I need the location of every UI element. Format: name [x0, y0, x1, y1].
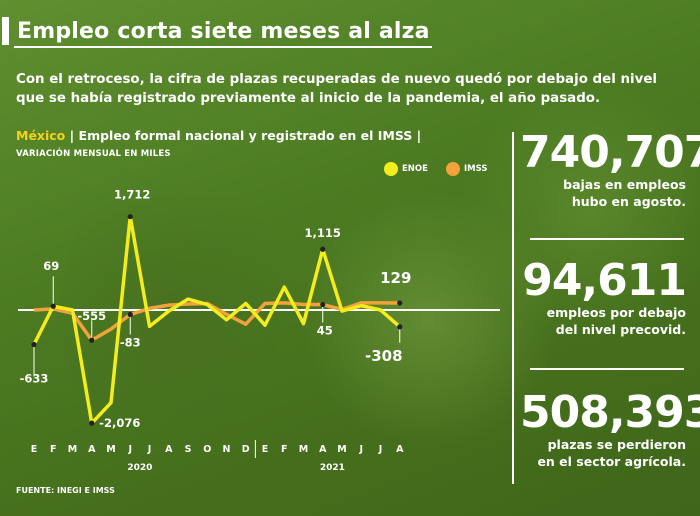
data-label: 129 [380, 269, 411, 287]
x-tick-label: E [31, 444, 38, 455]
data-point-marker [50, 303, 56, 309]
data-point-marker [397, 300, 403, 306]
legend-swatch-enoe [384, 162, 398, 176]
stats-divider-vertical [512, 132, 514, 484]
data-label: -2,076 [99, 416, 140, 430]
x-tick-label: J [127, 444, 132, 455]
stat-text-line: bajas en empleos [563, 177, 686, 192]
x-tick-label: S [185, 444, 192, 455]
title-underline [14, 46, 432, 48]
series-line-imss [33, 301, 400, 342]
legend-swatch-imss [446, 162, 460, 176]
data-point-marker [320, 246, 326, 252]
data-label: 69 [43, 259, 59, 273]
x-tick-label: M [106, 444, 115, 455]
x-tick-label: M [299, 444, 308, 455]
x-tick-label: A [396, 444, 404, 455]
country-label: México [16, 128, 66, 143]
stat-block-agricola: 508,393 plazas se perdieron en el sector… [520, 387, 700, 470]
x-tick-label: J [358, 444, 363, 455]
x-tick-label: J [378, 444, 383, 455]
data-label: 1,712 [114, 188, 150, 202]
data-label: 45 [317, 324, 333, 338]
units-label: VARIACIÓN MENSUAL EN MILES [16, 149, 171, 159]
x-tick-label: O [203, 444, 211, 455]
source-note: FUENTE: INEGI E IMSS [16, 486, 115, 495]
x-tick-label: M [68, 444, 77, 455]
stat-text-line: plazas se perdieron [547, 437, 686, 452]
data-label: -555 [77, 309, 106, 323]
subtitle-description: | Empleo formal nacional y registrado en… [65, 128, 422, 143]
stat-text-line: hubo en agosto. [571, 194, 686, 209]
stat-block-precovid: 94,611 empleos por debajo del nivel prec… [520, 255, 687, 338]
legend-item-enoe: ENOE [384, 162, 428, 176]
x-tick-label: D [242, 444, 250, 455]
stats-divider [530, 368, 684, 370]
page-title: Empleo corta siete meses al alza [17, 18, 430, 44]
stat-text-line: del nivel precovid. [555, 322, 686, 337]
stat-value: 94,611 [522, 255, 687, 306]
x-tick-label: F [50, 444, 57, 455]
stat-value: 740,707 [520, 127, 700, 178]
data-point-marker [127, 311, 133, 318]
data-point-marker [89, 337, 95, 343]
data-label: -633 [20, 371, 49, 385]
x-tick-label: F [281, 444, 288, 455]
stats-divider [530, 238, 684, 240]
line-chart: -633 69 -555 -2,076 1,712 -83 1,115 45 129 -308 E F… [20, 188, 411, 473]
stat-block-bajas: 740,707 bajas en empleos hubo en agosto. [520, 127, 700, 210]
data-label: -83 [120, 336, 141, 350]
legend-item-imss: IMSS [446, 162, 487, 176]
series-line-enoe [32, 214, 401, 425]
stat-text-line: en el sector agrícola. [537, 454, 686, 469]
x-tick-label: E [262, 444, 269, 455]
data-point-marker [320, 301, 326, 308]
chart-subtitle: México | Empleo formal nacional y regist… [16, 128, 421, 143]
x-tick-label: A [165, 444, 173, 455]
stat-text-line: empleos por debajo [546, 305, 686, 320]
title-accent-bar [2, 17, 9, 45]
legend-label-imss: IMSS [464, 164, 488, 174]
legend-label-enoe: ENOE [402, 164, 428, 174]
x-tick-label: A [319, 444, 327, 455]
x-tick-label: N [223, 444, 231, 455]
data-point-marker [397, 324, 403, 330]
lead-paragraph: Con el retroceso, la cifra de plazas rec… [16, 72, 657, 106]
year-label: 2021 [320, 463, 345, 473]
data-label: -308 [365, 347, 403, 365]
x-tick-label: A [88, 444, 96, 455]
data-point-marker [89, 420, 95, 426]
data-point-marker [127, 214, 133, 220]
data-point-marker [31, 341, 37, 348]
x-tick-label: J [147, 444, 152, 455]
x-tick-label: M [337, 444, 346, 455]
stat-value: 508,393 [520, 387, 700, 438]
data-label: 1,115 [305, 226, 341, 240]
year-label: 2020 [127, 463, 152, 473]
title-bar: Empleo corta siete meses al alza [0, 16, 430, 46]
